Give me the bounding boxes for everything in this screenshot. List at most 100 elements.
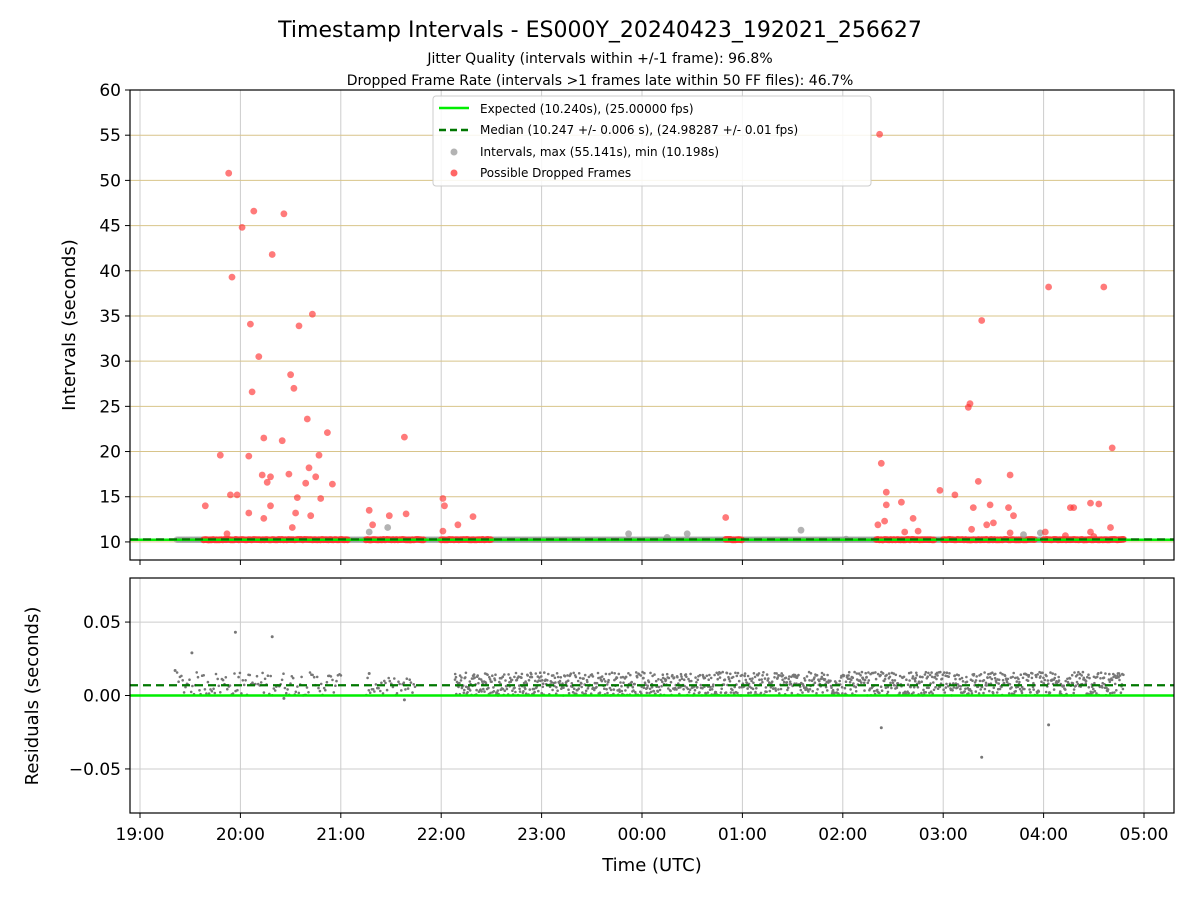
residual-point — [675, 688, 678, 691]
residual-point — [833, 691, 836, 695]
residual-point — [367, 689, 371, 692]
residual-point — [762, 671, 765, 674]
residual-point — [1095, 692, 1098, 695]
dropped-frame-point — [441, 502, 448, 510]
residual-point — [1064, 679, 1067, 683]
residual-point — [665, 672, 669, 676]
residual-point — [724, 691, 728, 694]
residual-point — [685, 675, 688, 679]
interval-point — [625, 530, 632, 538]
residual-point — [322, 686, 326, 690]
residual-point — [815, 674, 819, 677]
residual-point — [280, 678, 284, 682]
residual-point — [570, 682, 574, 685]
residual-point — [642, 686, 646, 690]
x-tick-label: 02:00 — [818, 825, 867, 845]
residual-point — [311, 673, 314, 677]
residual-point — [975, 675, 978, 678]
residual-point — [381, 692, 385, 695]
residual-point — [297, 691, 301, 695]
dropped-frame-point — [255, 353, 263, 360]
residual-point — [530, 672, 533, 676]
residual-point — [1020, 691, 1024, 695]
residual-point — [524, 680, 527, 683]
interval-point — [797, 526, 805, 534]
dropped-frame-point — [238, 224, 246, 231]
residual-point — [892, 683, 896, 687]
residual-point — [408, 678, 412, 681]
residual-point — [402, 681, 406, 684]
residual-point — [782, 680, 786, 684]
residual-point — [404, 688, 407, 691]
residual-point — [965, 675, 968, 679]
residual-point — [462, 691, 466, 695]
residual-point — [517, 675, 520, 678]
residual-point — [876, 672, 880, 676]
residual-point — [1037, 690, 1041, 693]
residual-point — [813, 676, 816, 679]
residual-point — [642, 676, 645, 680]
dropped-frame-point — [324, 429, 331, 436]
residual-point — [707, 678, 710, 681]
legend-frame — [432, 95, 872, 187]
residual-point — [1087, 686, 1091, 689]
residual-point — [458, 681, 461, 685]
residual-point — [511, 689, 514, 692]
residual-point — [514, 671, 518, 675]
residual-point — [1010, 686, 1013, 689]
residual-point — [648, 687, 652, 691]
residual-point — [920, 680, 923, 683]
residual-point — [181, 679, 184, 682]
residual-point — [684, 673, 688, 676]
residual-point — [921, 675, 924, 679]
residual-point — [307, 691, 310, 694]
residual-point — [918, 681, 921, 685]
dropped-frame-point — [881, 517, 888, 525]
residual-point — [366, 676, 369, 680]
residual-point — [941, 673, 945, 676]
dropped-frame-point — [278, 437, 286, 445]
residual-point — [1093, 681, 1096, 685]
residual-point — [751, 687, 755, 691]
residual-point — [615, 676, 619, 680]
legend-dropped-label: Possible Dropped Frames — [480, 166, 631, 180]
residual-point — [1054, 673, 1057, 676]
residual-point — [820, 671, 824, 675]
residual-point — [600, 675, 604, 678]
residual-point — [1023, 687, 1026, 691]
residual-point — [895, 686, 899, 690]
residual-point — [879, 673, 882, 677]
residual-point — [995, 691, 999, 694]
residual-point — [291, 676, 295, 680]
residual-point — [801, 691, 804, 694]
residual-point — [912, 691, 915, 694]
residual-point — [958, 677, 962, 681]
residual-point — [543, 671, 546, 674]
residual-point — [822, 673, 826, 676]
residuals-y-tick-label: 0.05 — [83, 613, 121, 633]
interval-point — [384, 524, 392, 531]
residual-point — [487, 686, 490, 690]
residual-point — [788, 680, 792, 683]
residual-point — [639, 674, 643, 677]
residual-point — [480, 690, 483, 693]
interval-point — [683, 530, 691, 538]
residual-point — [737, 679, 741, 683]
residual-point — [398, 682, 401, 686]
residual-point — [1030, 676, 1034, 680]
residual-point — [922, 688, 925, 692]
residual-point — [458, 674, 462, 677]
residual-point — [973, 681, 977, 684]
residual-point — [927, 686, 930, 690]
residual-point — [813, 681, 817, 684]
residual-point — [468, 689, 472, 692]
residual-point — [898, 674, 902, 678]
residual-point — [754, 690, 757, 694]
residual-point — [1062, 684, 1066, 687]
residual-point — [774, 687, 777, 690]
residual-point — [661, 680, 664, 684]
residual-point — [667, 687, 670, 690]
residual-point — [634, 690, 637, 694]
residual-point — [701, 687, 704, 690]
